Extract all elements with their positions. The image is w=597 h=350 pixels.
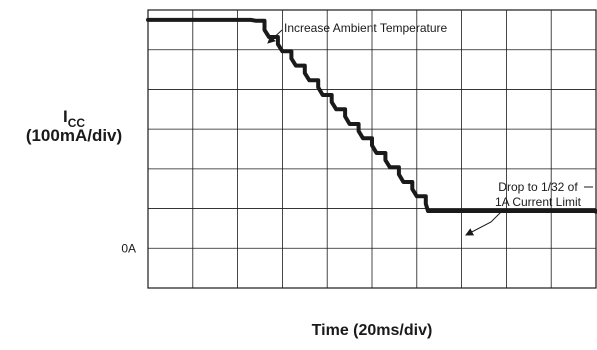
y-axis-label-subscript: CC bbox=[68, 116, 86, 130]
y-axis-label-main: I bbox=[63, 107, 68, 126]
x-axis-label: Time (20ms/div) bbox=[312, 322, 433, 339]
annotations: Increase Ambient Temperature Drop to 1/32… bbox=[267, 21, 593, 236]
annotation-text: Drop to 1/32 of bbox=[498, 180, 578, 194]
series-line bbox=[146, 17, 597, 214]
plot-frame bbox=[147, 9, 597, 289]
y-tick-label: 0A bbox=[121, 241, 136, 255]
annotation-arrow bbox=[267, 29, 283, 44]
grid bbox=[148, 10, 596, 288]
y-axis-units: (100mA/div) bbox=[26, 126, 122, 145]
annotation-text: Increase Ambient Temperature bbox=[284, 21, 448, 35]
series-layer bbox=[146, 17, 597, 214]
annotation-arrow bbox=[465, 209, 504, 236]
tick-labels: 0A bbox=[121, 241, 136, 255]
y-axis-label: ICC bbox=[63, 107, 85, 130]
annotation-text: 1A Current Limit bbox=[495, 195, 582, 209]
